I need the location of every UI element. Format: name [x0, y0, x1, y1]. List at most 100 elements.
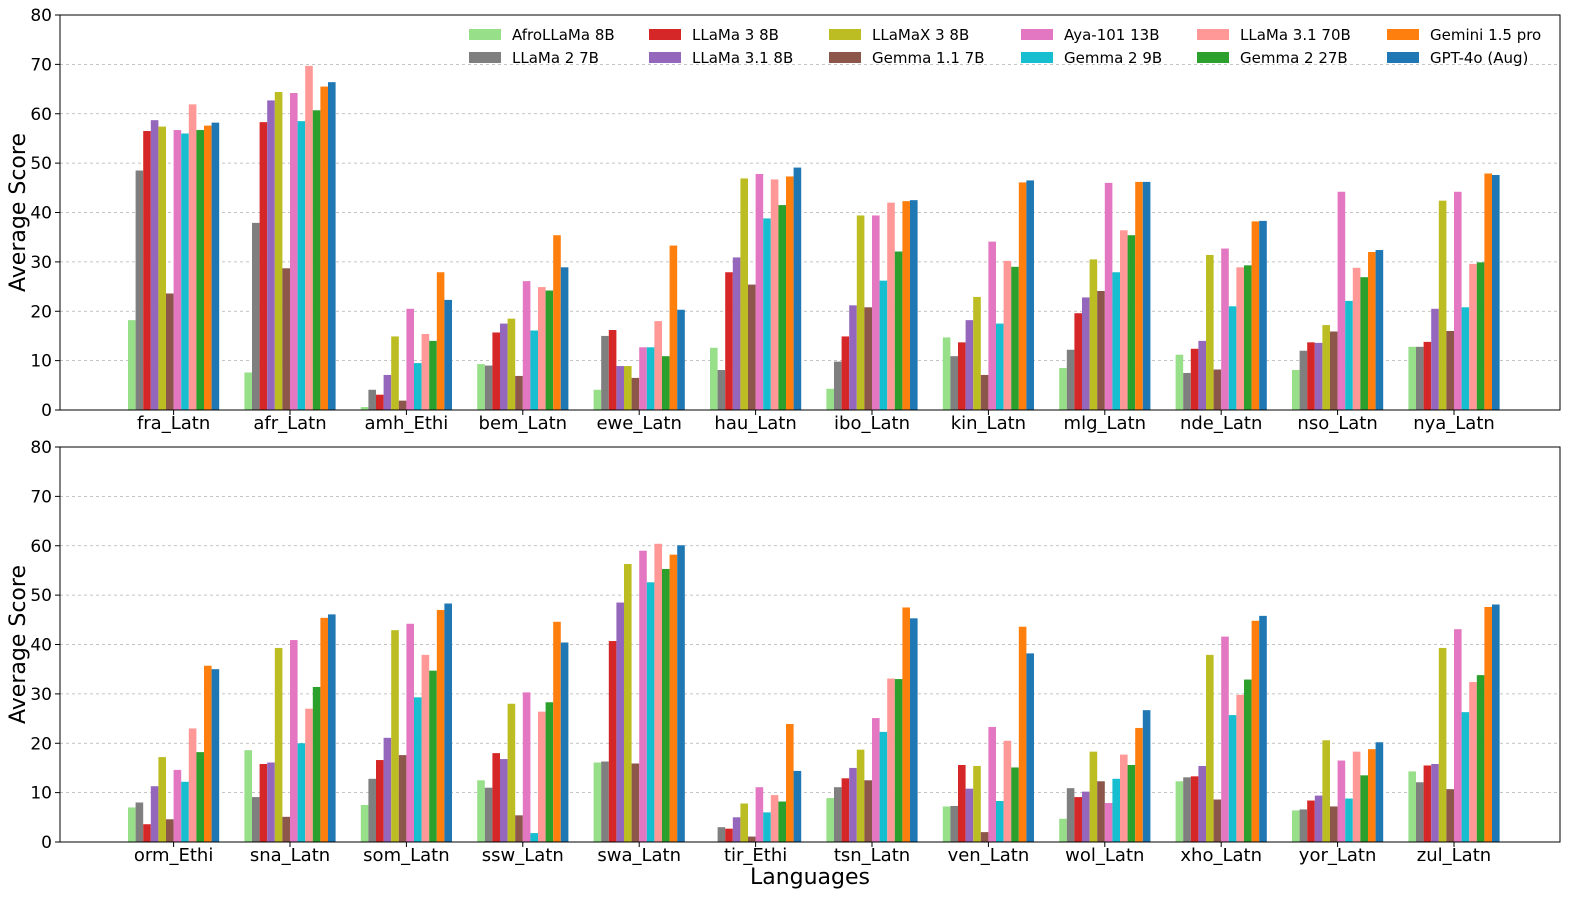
y-tick-label: 10 — [30, 352, 52, 372]
bar-xho_Latn-llama-3-1-70b — [1236, 694, 1244, 842]
bar-xho_Latn-llamax-3-8b — [1206, 654, 1214, 842]
bar-orm_Ethi-gemini-1-5-pro — [204, 665, 212, 842]
bar-sna_Latn-aya-101-13b — [290, 640, 298, 842]
x-tick-label: yor_Latn — [1299, 845, 1377, 866]
bar-amh_Ethi-llama-3-8b — [376, 394, 384, 410]
bar-yor_Latn-gemini-1-5-pro — [1368, 749, 1376, 842]
bar-xho_Latn-llama-3-1-8b — [1198, 765, 1206, 842]
bar-swa_Latn-afrollama-8b — [593, 762, 602, 842]
bar-xho_Latn-llama-3-8b — [1190, 776, 1199, 842]
bar-sna_Latn-gemma-1-1-7b — [282, 816, 290, 842]
bar-bem_Latn-llamax-3-8b — [507, 318, 516, 410]
bar-zul_Latn-llamax-3-8b — [1438, 647, 1447, 842]
bar-ewe_Latn-llama-3-1-8b — [616, 366, 624, 410]
bar-kin_Latn-aya-101-13b — [988, 241, 996, 410]
bar-hau_Latn-llama-3-1-70b — [770, 179, 779, 410]
bar-nde_Latn-gemma-2-27b — [1244, 265, 1252, 410]
bar-kin_Latn-gemma-1-1-7b — [980, 374, 989, 410]
bar-ewe_Latn-aya-101-13b — [639, 347, 647, 410]
bar-ibo_Latn-gemini-1-5-pro — [902, 201, 910, 410]
bar-nso_Latn-llama-3-8b — [1307, 342, 1315, 410]
y-tick-label: 80 — [30, 438, 52, 458]
bar-swa_Latn-gemma-2-9b — [646, 582, 655, 842]
bar-swa_Latn-llama-3-8b — [608, 641, 617, 842]
bar-wol_Latn-gemma-2-27b — [1127, 764, 1136, 842]
bar-ewe_Latn-llama-3-8b — [608, 330, 617, 410]
x-tick-label: swa_Latn — [597, 845, 681, 866]
bar-tir_Ethi-llama-3-1-8b — [732, 817, 741, 842]
bar-fra_Latn-llama-2-7b — [135, 170, 144, 410]
bar-som_Latn-gemini-1-5-pro — [436, 609, 445, 842]
legend: AfroLLaMa 8B LLaMa 2 7B LLaMa 3 8B LLaMa 3.… — [469, 26, 1541, 67]
bar-amh_Ethi-aya-101-13b — [406, 308, 414, 410]
bar-ven_Latn-llamax-3-8b — [973, 765, 981, 842]
legend-swatch-afrollama-8b — [469, 29, 501, 40]
bar-orm_Ethi-gemma-2-27b — [196, 752, 204, 842]
bar-nso_Latn-afrollama-8b — [1292, 370, 1300, 410]
bar-wol_Latn-llama-3-1-8b — [1082, 791, 1090, 842]
bar-yor_Latn-llamax-3-8b — [1322, 740, 1330, 842]
bar-ven_Latn-llama-2-7b — [950, 805, 958, 842]
bar-tir_Ethi-gpt-4o-aug- — [793, 770, 802, 842]
bar-amh_Ethi-gemini-1-5-pro — [436, 272, 445, 410]
bar-som_Latn-llamax-3-8b — [391, 630, 399, 842]
bar-ibo_Latn-afrollama-8b — [826, 388, 834, 410]
chart-panel-bottom: 0 10 20 30 40 50 60 70 80 orm_Ethi sna_Latn som_Lat… — [6, 438, 1561, 890]
bar-afr_Latn-llama-2-7b — [252, 222, 260, 410]
bar-mlg_Latn-gemini-1-5-pro — [1135, 181, 1143, 410]
y-tick-label: 20 — [30, 302, 52, 322]
bar-bem_Latn-afrollama-8b — [477, 364, 485, 410]
bar-orm_Ethi-gemma-2-9b — [181, 781, 189, 842]
bar-hau_Latn-gemma-2-9b — [763, 218, 771, 410]
bar-nya_Latn-llama-3-8b — [1423, 341, 1432, 410]
bar-nya_Latn-llama-2-7b — [1416, 346, 1424, 410]
bar-tir_Ethi-aya-101-13b — [755, 787, 764, 842]
bar-ven_Latn-llama-3-1-8b — [965, 788, 974, 842]
bar-swa_Latn-gemini-1-5-pro — [669, 554, 678, 842]
bar-nde_Latn-gemma-2-9b — [1228, 306, 1237, 410]
bar-ssw_Latn-gemma-1-1-7b — [515, 815, 523, 842]
bar-som_Latn-afrollama-8b — [360, 804, 369, 842]
bar-nya_Latn-aya-101-13b — [1454, 191, 1462, 410]
bar-orm_Ethi-llamax-3-8b — [158, 757, 166, 842]
bar-swa_Latn-llamax-3-8b — [624, 564, 632, 842]
bar-zul_Latn-gemma-2-9b — [1461, 712, 1470, 842]
legend-label: Gemma 2 27B — [1240, 49, 1348, 67]
bar-xho_Latn-llama-2-7b — [1183, 777, 1191, 842]
bar-tir_Ethi-llama-2-7b — [717, 827, 726, 842]
bar-tir_Ethi-gemma-2-27b — [778, 801, 786, 842]
bar-kin_Latn-gemma-2-27b — [1011, 266, 1019, 410]
bar-yor_Latn-gemma-1-1-7b — [1330, 806, 1338, 842]
legend-label: Gemma 2 9B — [1064, 49, 1162, 67]
legend-swatch-llamax-3-8b — [829, 29, 861, 40]
bar-nso_Latn-gemma-1-1-7b — [1330, 331, 1338, 410]
bar-zul_Latn-llama-3-1-8b — [1431, 763, 1439, 842]
bar-zul_Latn-gemma-2-27b — [1476, 675, 1485, 842]
bar-kin_Latn-llamax-3-8b — [973, 296, 981, 410]
bar-yor_Latn-llama-3-1-70b — [1352, 751, 1361, 842]
bar-nde_Latn-llama-2-7b — [1183, 372, 1191, 410]
bar-sna_Latn-gemma-2-27b — [312, 686, 321, 842]
bar-tsn_Latn-afrollama-8b — [826, 798, 834, 842]
y-tick-label: 50 — [30, 586, 52, 606]
bar-orm_Ethi-aya-101-13b — [173, 769, 182, 842]
bar-ewe_Latn-llama-3-1-70b — [654, 321, 662, 410]
bar-kin_Latn-gemma-2-9b — [996, 323, 1004, 410]
bar-amh_Ethi-gpt-4o-aug- — [444, 299, 452, 410]
bar-zul_Latn-afrollama-8b — [1408, 771, 1416, 842]
bar-afr_Latn-llama-3-8b — [259, 122, 268, 411]
chart-panel-top: 0 10 20 30 40 50 60 70 80 fra_Latn afr_Latn amh_Eth… — [6, 6, 1561, 434]
bar-nso_Latn-llama-3-1-70b — [1352, 267, 1361, 410]
bar-swa_Latn-llama-2-7b — [601, 761, 609, 842]
bar-afr_Latn-llama-3-1-8b — [267, 100, 275, 410]
bar-kin_Latn-gpt-4o-aug- — [1026, 180, 1034, 410]
bar-bem_Latn-llama-3-1-70b — [538, 287, 546, 410]
bar-xho_Latn-gpt-4o-aug- — [1259, 615, 1267, 842]
legend-swatch-gemma-1-1-7b — [829, 52, 861, 63]
bar-sna_Latn-llama-2-7b — [252, 797, 260, 842]
bar-ewe_Latn-llama-2-7b — [601, 335, 609, 410]
bar-hau_Latn-gemma-1-1-7b — [748, 284, 756, 410]
bar-wol_Latn-gemma-2-9b — [1112, 778, 1120, 842]
bar-tir_Ethi-gemini-1-5-pro — [786, 723, 794, 842]
